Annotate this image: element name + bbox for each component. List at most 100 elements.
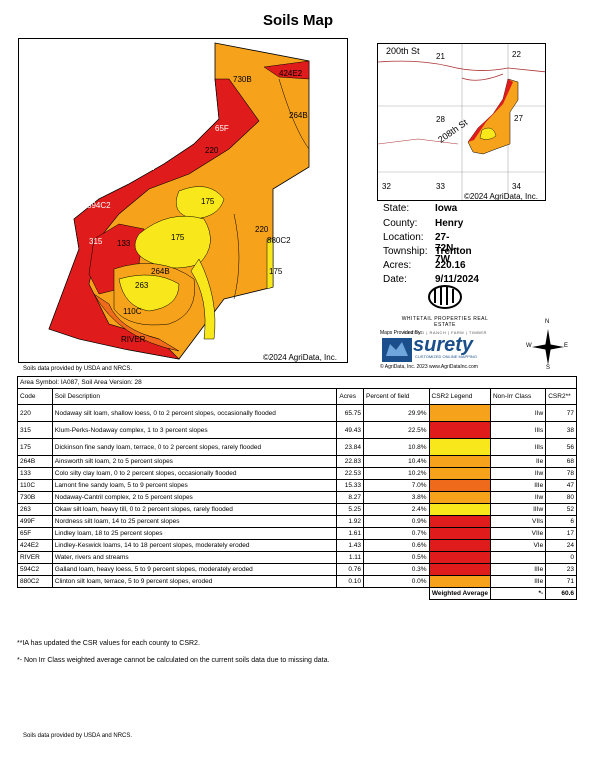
compass-e: E: [564, 343, 569, 349]
soil-description: Nodaway silt loam, shallow loess, 0 to 2…: [51, 404, 338, 422]
legend-color: [429, 552, 490, 563]
soil-legend-swatch: [428, 404, 491, 422]
legend-color: [429, 516, 490, 527]
soil-csr2: 80: [545, 491, 577, 504]
soil-nonirr-class: IIIs: [489, 421, 547, 439]
soil-nonirr-class: IIIs: [489, 438, 547, 456]
soil-acres: 22.53: [336, 467, 365, 480]
map-label-730b: 730B: [233, 75, 252, 84]
soil-csr2: 77: [545, 404, 577, 422]
soil-legend-swatch: [428, 421, 491, 439]
map-label-65f: 65F: [215, 124, 229, 133]
soil-row: 315 Klum-Perks-Nodaway complex, 1 to 3 pe…: [17, 421, 577, 439]
col-nonirr: Non-Irr Class: [489, 388, 547, 405]
soil-legend-swatch: [428, 491, 491, 504]
soil-code: 594C2: [17, 563, 53, 576]
map-label-220: 220: [255, 225, 269, 234]
map-label-175: 175: [201, 197, 215, 206]
soil-row: 110C Lamont fine sandy loam, 5 to 9 perce…: [17, 479, 577, 492]
legend-color: [429, 576, 490, 587]
map-label-499f: 499F: [139, 163, 158, 172]
antler-icon: [428, 285, 462, 309]
legend-color: [429, 492, 490, 503]
soil-legend-swatch: [428, 455, 491, 468]
soil-row: 65F Lindley loam, 18 to 25 percent slopes…: [17, 527, 577, 540]
maps-provided-by: Maps Provided By:: [380, 330, 422, 336]
col-code: Code: [17, 388, 53, 405]
soil-description: Dickinson fine sandy loam, terrace, 0 to…: [51, 438, 338, 456]
soil-csr2: 0: [545, 551, 577, 564]
soil-acres: 23.84: [336, 438, 365, 456]
soil-nonirr-class: IIIe: [489, 575, 547, 588]
soil-acres: 0.10: [336, 575, 365, 588]
section-32: 32: [382, 182, 391, 191]
soil-csr2: 71: [545, 575, 577, 588]
soil-description: Galland loam, heavy loess, 5 to 9 percen…: [51, 563, 338, 576]
info-key: Date:: [383, 274, 407, 285]
map-label-220: 220: [205, 146, 219, 155]
soil-row: 880C2 Clinton silt loam, terrace, 5 to 9 …: [17, 575, 577, 588]
whitetail-logo: WHITETAIL PROPERTIES REAL ESTATE HUNTING…: [395, 283, 495, 335]
soil-percent: 0.9%: [363, 515, 430, 528]
soil-description: Lindley-Keswick loams, 14 to 18 percent …: [51, 539, 338, 552]
soil-acres: 1.92: [336, 515, 365, 528]
inset-copyright: ©2024 AgriData, Inc.: [464, 192, 538, 201]
soil-acres: 22.83: [336, 455, 365, 468]
soil-legend-swatch: [428, 515, 491, 528]
weighted-average-row: Weighted Average *- 60.6: [18, 587, 577, 600]
col-description: Soil Description: [51, 388, 338, 405]
map-copyright: ©2024 AgriData, Inc.: [263, 353, 337, 362]
section-21: 21: [436, 52, 445, 61]
compass-rose-icon: N S E W: [526, 319, 569, 371]
area-symbol: Area Symbol: IA087, Soil Area Version: 2…: [17, 376, 577, 389]
soil-row: 594C2 Galland loam, heavy loess, 5 to 9 p…: [17, 563, 577, 576]
soil-nonirr-class: IIIe: [489, 479, 547, 492]
section-22: 22: [512, 50, 521, 59]
soils-map[interactable]: 424E2 730B 264B 65F 220 499F 594C2 175 3…: [18, 38, 348, 363]
soil-code: 730B: [17, 491, 53, 504]
soil-percent: 0.7%: [363, 527, 430, 540]
soil-description: Ainsworth silt loam, 2 to 5 percent slop…: [51, 455, 338, 468]
legend-color: [429, 540, 490, 551]
footnote-nonirr: *- Non Irr Class weighted average cannot…: [17, 657, 330, 664]
soil-acres: 1.43: [336, 539, 365, 552]
surety-footer: © AgriData, Inc. 2023 www.AgriDataInc.co…: [380, 364, 478, 370]
soil-acres: 15.33: [336, 479, 365, 492]
legend-color: [429, 564, 490, 575]
soil-code: 110C: [17, 479, 53, 492]
soil-nonirr-class: IIw: [489, 404, 547, 422]
weighted-csr2: 60.6: [545, 587, 577, 600]
footnote-csr2: **IA has updated the CSR values for each…: [17, 640, 200, 647]
section-33: 33: [436, 182, 445, 191]
compass-s: S: [546, 365, 551, 371]
area-symbol-row: Area Symbol: IA087, Soil Area Version: 2…: [17, 376, 577, 389]
legend-color: [429, 468, 490, 479]
legend-color: [429, 456, 490, 467]
soil-percent: 0.5%: [363, 551, 430, 564]
soil-percent: 3.8%: [363, 491, 430, 504]
soil-percent: 0.3%: [363, 563, 430, 576]
soil-csr2: 56: [545, 438, 577, 456]
soil-csr2: 78: [545, 467, 577, 480]
soil-description: Lindley loam, 18 to 25 percent slopes: [51, 527, 338, 540]
legend-color: [429, 528, 490, 539]
soil-legend-swatch: [428, 551, 491, 564]
locator-map[interactable]: 200th St 21 22 28 208th St 27 32 33 34 ©…: [377, 43, 546, 201]
soil-description: Nodaway-Cantril complex, 2 to 5 percent …: [51, 491, 338, 504]
section-27: 27: [514, 114, 523, 123]
surety-tagline: CUSTOMIZED ONLINE MAPPING: [415, 354, 477, 359]
soil-description: Clinton silt loam, terrace, 5 to 9 perce…: [51, 575, 338, 588]
legend-color: [429, 439, 490, 455]
soil-percent: 22.5%: [363, 421, 430, 439]
map-label-594c2: 594C2: [87, 201, 111, 210]
map-label-264b: 264B: [289, 111, 308, 120]
surety-logo: Maps Provided By: surety CUSTOMIZED ONLI…: [380, 330, 510, 370]
soil-legend-swatch: [428, 539, 491, 552]
soil-legend-swatch: [428, 479, 491, 492]
soil-acres: 8.27: [336, 491, 365, 504]
info-value: 220.16: [435, 260, 466, 271]
soil-csr2: 38: [545, 421, 577, 439]
soil-code: 220: [17, 404, 53, 422]
soil-csr2: 24: [545, 539, 577, 552]
map-label-river: RIVER: [121, 335, 146, 344]
